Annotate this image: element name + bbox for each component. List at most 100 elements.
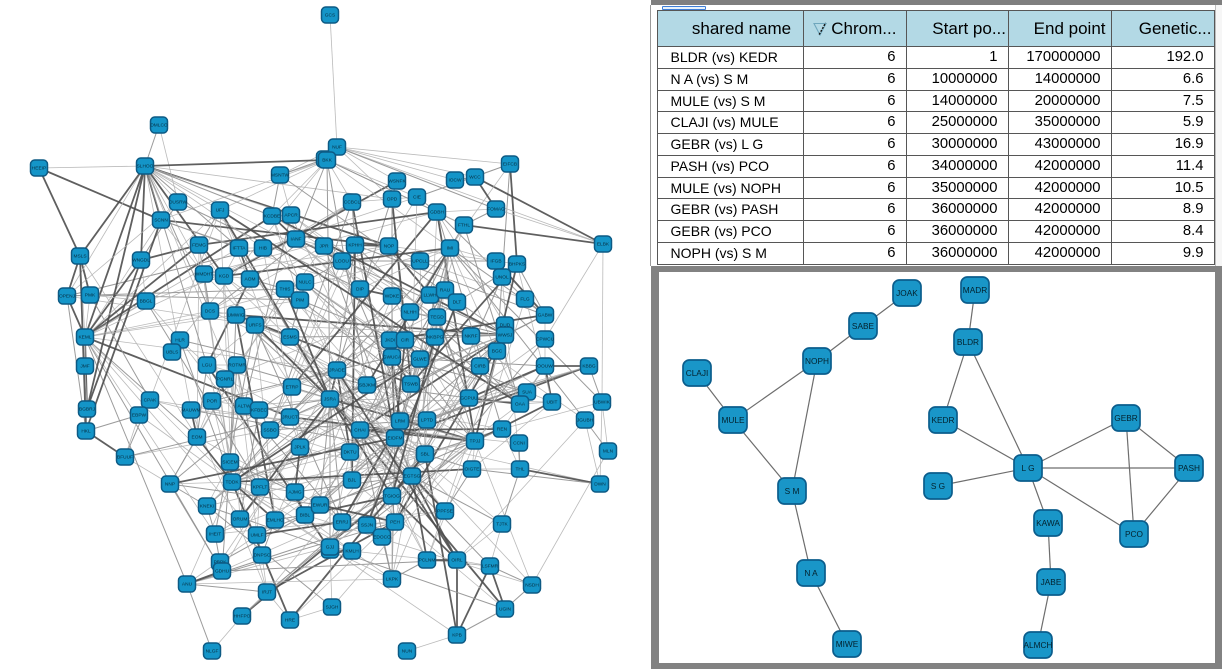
svg-text:JKDI: JKDI — [385, 338, 395, 344]
svg-text:NOPH: NOPH — [805, 356, 829, 366]
svg-text:GWUCA: GWUCA — [383, 355, 402, 361]
svg-text:BGBRJ: BGBRJ — [79, 407, 96, 413]
svg-text:CLAJI: CLAJI — [686, 368, 709, 378]
svg-text:PMK: PMK — [85, 293, 96, 299]
svg-text:N A: N A — [804, 568, 818, 578]
svg-text:URFS: URFS — [248, 323, 261, 329]
svg-text:SICEM: SICEM — [222, 460, 237, 466]
svg-text:WMDHT: WMDHT — [195, 272, 213, 278]
svg-text:PASH: PASH — [1178, 463, 1200, 473]
svg-text:GABW: GABW — [538, 313, 553, 319]
svg-text:SBL: SBL — [420, 452, 429, 458]
svg-text:BFUUF: BFUUF — [117, 455, 133, 461]
svg-text:AOM: AOM — [245, 277, 256, 283]
svg-text:KNEKI: KNEKI — [200, 504, 214, 510]
svg-text:JABE: JABE — [1041, 577, 1062, 587]
svg-text:NNP: NNP — [165, 482, 175, 488]
svg-text:IHEIT: IHEIT — [209, 532, 221, 538]
svg-text:GDHU: GDHU — [215, 569, 230, 575]
svg-text:NULC: NULC — [298, 280, 312, 286]
svg-text:EOM: EOM — [192, 435, 203, 441]
svg-text:UGIN: UGIN — [499, 607, 512, 613]
svg-text:IMI: IMI — [447, 246, 454, 252]
svg-text:KEML: KEML — [78, 335, 91, 341]
svg-text:UFJ: UFJ — [216, 208, 225, 214]
svg-text:KPFLT: KPFLT — [253, 485, 268, 491]
svg-text:THIS: THIS — [280, 287, 291, 293]
svg-text:SLHOO: SLHOO — [137, 164, 154, 170]
svg-text:ORUM: ORUM — [233, 517, 248, 523]
svg-text:CIR: CIR — [401, 338, 410, 344]
svg-text:UNOL: UNOL — [495, 275, 509, 281]
svg-text:LSFMR: LSFMR — [482, 564, 499, 570]
svg-text:DKTU: DKTU — [343, 450, 357, 456]
svg-text:S G: S G — [931, 481, 945, 491]
svg-text:NLHH: NLHH — [403, 310, 417, 316]
svg-text:LPTD: LPTD — [421, 418, 434, 424]
svg-text:LGU: LGU — [202, 363, 212, 369]
svg-text:DUD: DUD — [500, 323, 511, 329]
svg-text:JGUBH: JGUBH — [577, 418, 594, 424]
svg-text:SJGH: SJGH — [326, 605, 339, 611]
svg-text:GDBH: GDBH — [430, 210, 444, 216]
svg-text:RAU: RAU — [440, 288, 451, 294]
svg-text:PCO: PCO — [1125, 529, 1144, 539]
svg-text:SSBO: SSBO — [263, 428, 277, 434]
svg-text:ROTMR: ROTMR — [228, 363, 246, 369]
svg-text:UBLS: UBLS — [166, 350, 179, 356]
svg-text:ANU: ANU — [182, 582, 193, 588]
svg-text:APCR: APCR — [284, 213, 298, 219]
svg-text:GEBR: GEBR — [1114, 413, 1138, 423]
svg-text:NKBPG: NKBPG — [427, 335, 444, 341]
svg-text:DUSRW: DUSRW — [169, 200, 188, 206]
svg-text:ELBK: ELBK — [597, 242, 610, 248]
svg-text:IRJT: IRJT — [262, 590, 272, 596]
svg-text:SBJKM: SBJKM — [359, 383, 375, 389]
svg-text:HHFPO: HHFPO — [234, 614, 251, 620]
svg-text:GLWE: GLWE — [413, 357, 427, 363]
svg-text:WNGDL: WNGDL — [132, 258, 150, 264]
svg-text:NOP: NOP — [384, 244, 394, 250]
svg-text:BLDR: BLDR — [957, 337, 979, 347]
svg-text:HIB: HIB — [259, 246, 267, 252]
svg-text:OPD: OPD — [387, 197, 398, 203]
svg-text:JRADE: JRADE — [329, 368, 345, 374]
svg-text:DIP: DIP — [356, 287, 364, 293]
svg-text:KGD: KGD — [219, 274, 230, 280]
svg-text:WCC: WCC — [469, 175, 481, 181]
svg-text:UMWIG: UMWIG — [227, 313, 244, 319]
svg-text:NUN: NUN — [402, 649, 413, 655]
svg-text:PGNRL: PGNRL — [217, 377, 234, 383]
svg-text:WWSJ: WWSJ — [498, 333, 513, 339]
svg-text:NUF: NUF — [332, 145, 342, 151]
svg-text:ALMCH: ALMCH — [1023, 640, 1052, 650]
svg-text:TJTK: TJTK — [496, 522, 508, 528]
svg-text:DWN: DWN — [594, 482, 606, 488]
svg-text:EMLHC: EMLHC — [267, 518, 284, 524]
svg-text:DLT: DLT — [453, 300, 462, 306]
svg-text:KMLH: KMLH — [345, 549, 359, 555]
svg-text:SABE: SABE — [852, 321, 875, 331]
svg-text:SCNN: SCNN — [154, 218, 168, 224]
svg-text:GCS: GCS — [325, 13, 335, 19]
svg-text:HRE: HRE — [285, 618, 295, 624]
svg-text:EBPW: EBPW — [132, 413, 147, 419]
svg-text:KPHH: KPHH — [348, 243, 362, 249]
svg-text:IOCW: IOCW — [448, 178, 462, 184]
svg-text:FLG: FLG — [520, 297, 530, 303]
svg-text:OPENJ: OPENJ — [59, 294, 76, 300]
svg-text:ALTW: ALTW — [238, 404, 251, 410]
svg-text:KCDBE: KCDBE — [264, 214, 281, 220]
svg-text:CPAK: CPAK — [144, 398, 158, 404]
svg-text:SSJN: SSJN — [361, 523, 374, 529]
svg-text:LRM: LRM — [395, 419, 405, 425]
svg-text:HKL: HKL — [81, 429, 91, 435]
svg-text:SUA: SUA — [522, 390, 533, 396]
svg-text:UBWIK: UBWIK — [594, 400, 611, 406]
svg-text:ETRP: ETRP — [286, 385, 299, 391]
svg-text:FEMG: FEMG — [192, 243, 206, 249]
svg-text:LLWH: LLWH — [424, 293, 438, 299]
svg-text:BIBL: BIBL — [300, 513, 311, 519]
svg-text:UMLF: UMLF — [250, 533, 263, 539]
svg-text:CIE: CIE — [413, 195, 421, 201]
